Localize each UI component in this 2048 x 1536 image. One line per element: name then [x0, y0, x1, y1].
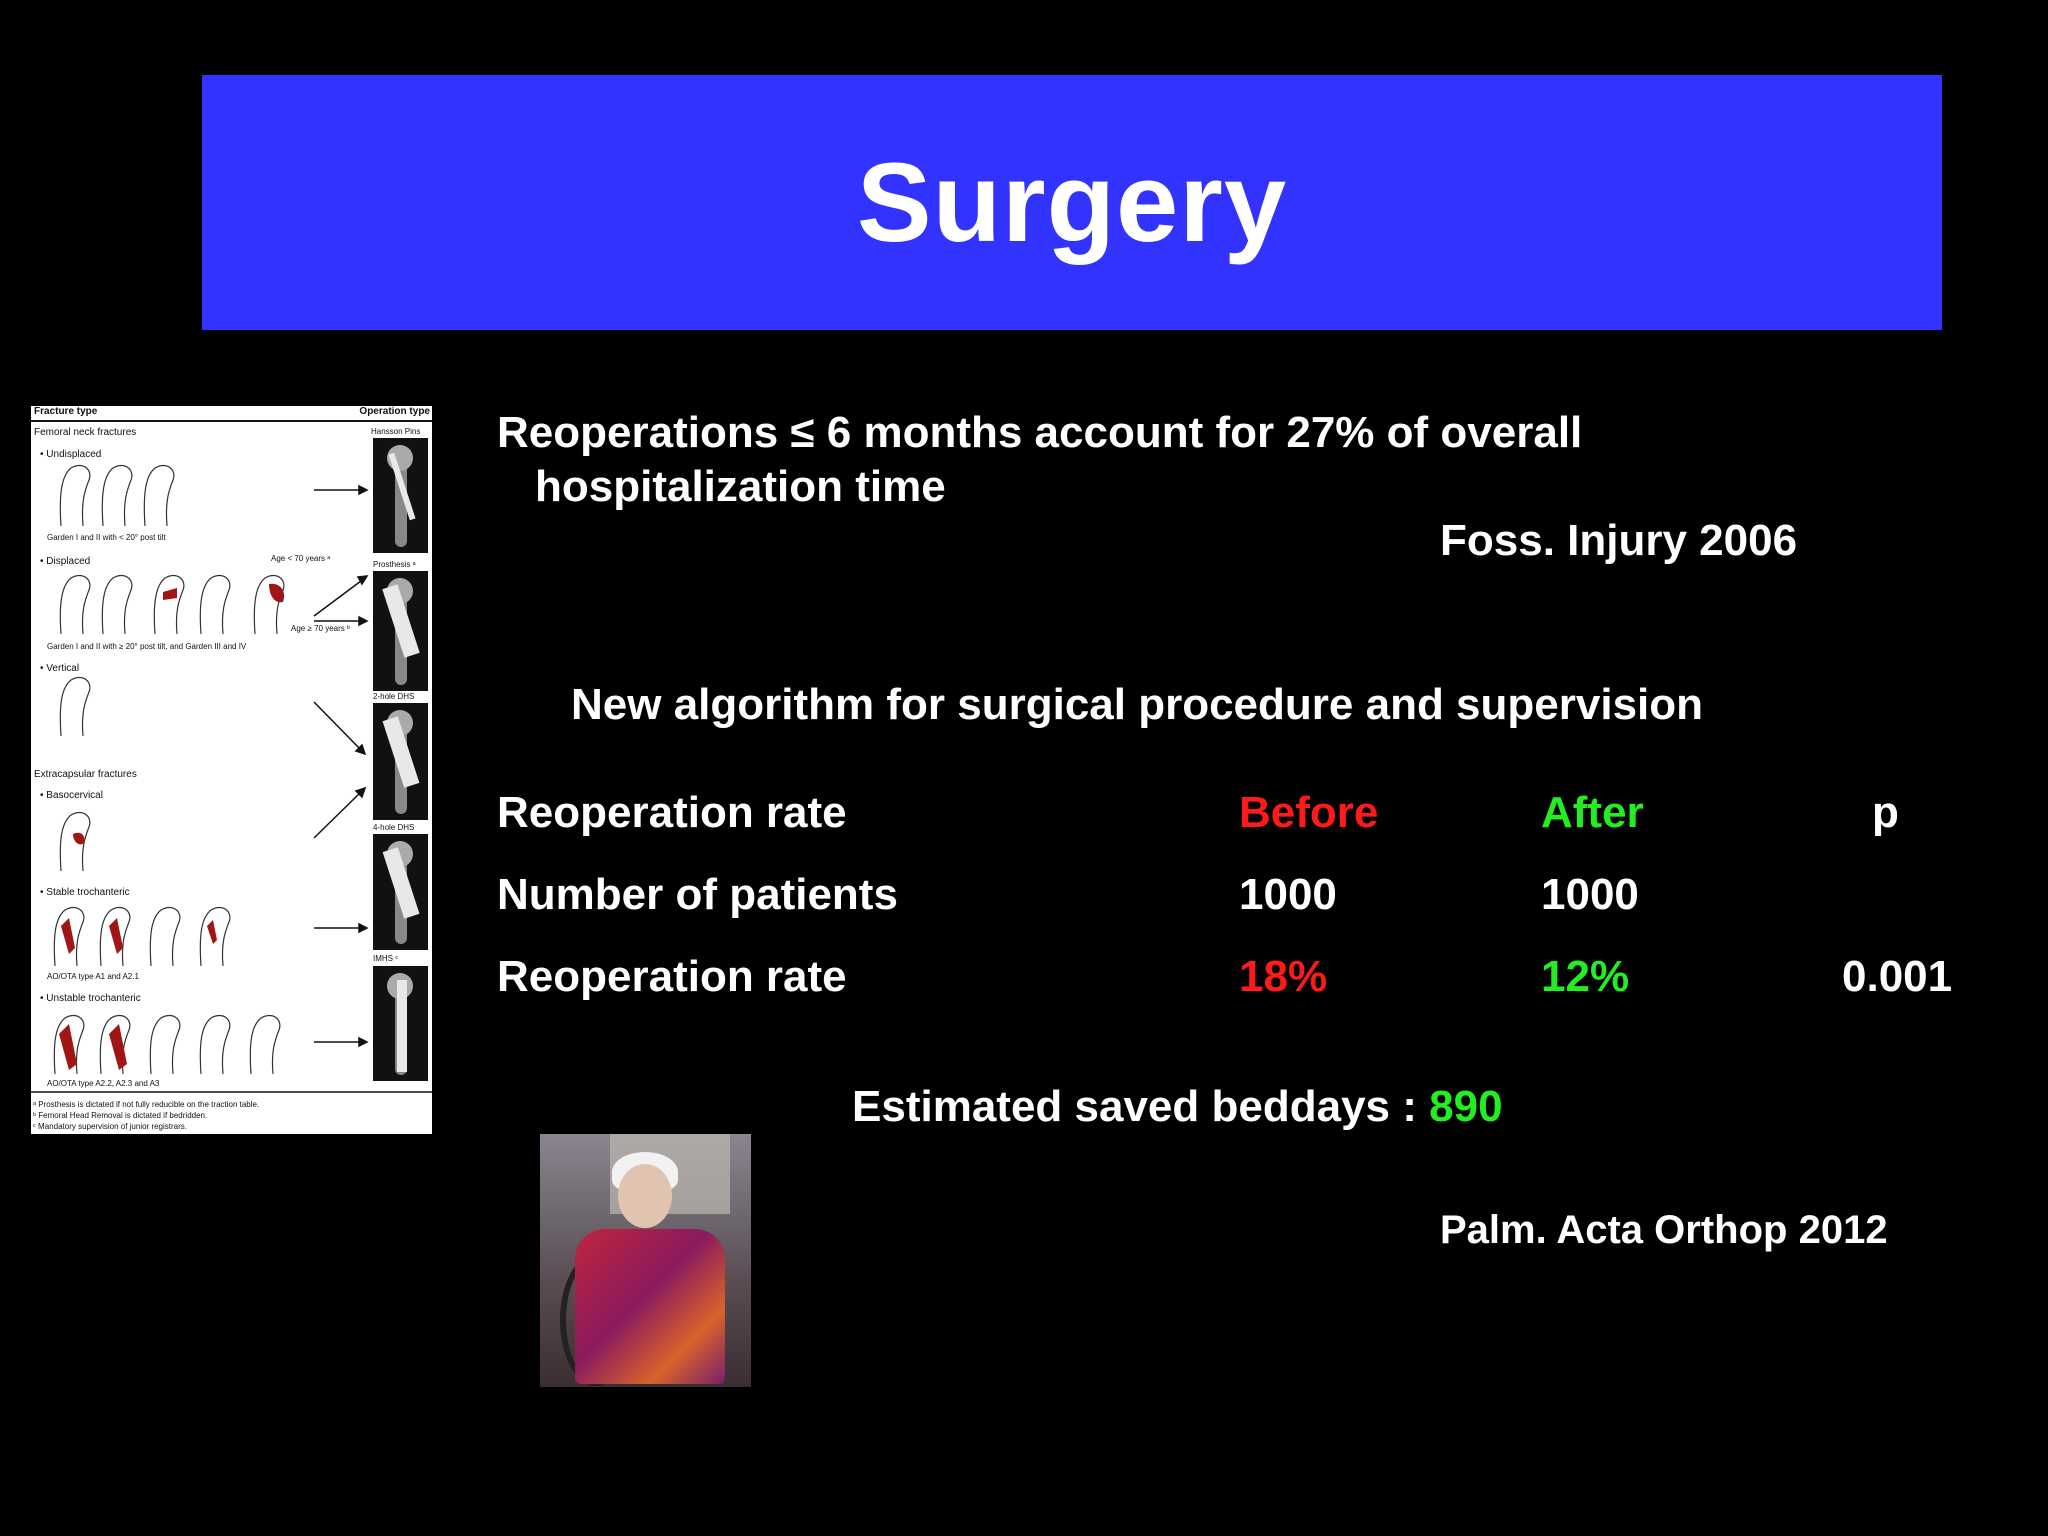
- figure-unstable: • Unstable trochanteric: [40, 993, 141, 1004]
- xray-hansson: [373, 438, 428, 553]
- table-row-patients-label: Number of patients: [497, 870, 898, 919]
- table-header-after: After: [1541, 788, 1644, 837]
- figure-undisplaced-note: Garden I and II with < 20° post tilt: [47, 533, 166, 542]
- table-row-patients-before: 1000: [1239, 870, 1337, 919]
- figure-op-hansson: Hansson Pins: [371, 427, 421, 436]
- saved-beddays-value: 890: [1429, 1082, 1503, 1131]
- table-header-before: Before: [1239, 788, 1379, 837]
- figure-footnote-a: ᵃ Prosthesis is dictated if not fully re…: [33, 1100, 260, 1109]
- xray-4hole-dhs: [373, 834, 428, 950]
- xray-prosthesis: [373, 571, 428, 691]
- fracture-algorithm-figure: Fracture type Operation type Femoral nec…: [31, 406, 432, 1134]
- figure-undisplaced: • Undisplaced: [40, 449, 102, 460]
- figure-op-4hole: 4-hole DHS: [373, 823, 415, 832]
- table-header-label: Reoperation rate: [497, 788, 847, 837]
- figure-displaced-note: Garden I and II with ≥ 20° post tilt, an…: [47, 642, 247, 651]
- citation1-line2: hospitalization time: [535, 462, 946, 511]
- figure-section-femoral-neck: Femoral neck fractures: [34, 427, 137, 438]
- figure-header-left: Fracture type: [34, 406, 98, 417]
- figure-stable-note: AO/OTA type A1 and A2.1: [47, 972, 139, 981]
- figure-header-right: Operation type: [359, 406, 430, 417]
- citation1-line1: Reoperations ≤ 6 months account for 27% …: [497, 408, 1583, 457]
- title-bar: Surgery: [202, 75, 1942, 330]
- figure-section-extracapsular: Extracapsular fractures: [34, 769, 137, 780]
- figure-op-prosthesis: Prosthesis ᵃ: [373, 560, 416, 569]
- citation2-source: Palm. Acta Orthop 2012: [1440, 1208, 1888, 1252]
- figure-sketches: [31, 464, 432, 1093]
- figure-basocervical: • Basocervical: [40, 790, 103, 801]
- figure-displaced: • Displaced: [40, 556, 91, 567]
- algorithm-heading: New algorithm for surgical procedure and…: [571, 680, 1704, 729]
- saved-beddays-label: Estimated saved beddays :: [852, 1082, 1417, 1131]
- figure-age-over: Age ≥ 70 years ᵇ: [291, 624, 350, 633]
- figure-age-under: Age < 70 years ᵃ: [271, 554, 331, 563]
- elderly-patient-photo: [540, 1134, 751, 1387]
- figure-header-rule: [31, 406, 432, 422]
- figure-stable: • Stable trochanteric: [40, 887, 130, 898]
- xray-2hole-dhs: [373, 703, 428, 820]
- slide-title: Surgery: [856, 140, 1288, 265]
- figure-unstable-note: AO/OTA type A2.2, A2.3 and A3: [47, 1079, 160, 1088]
- table-row-reoperation-p: 0.001: [1842, 952, 1953, 1001]
- table-row-reoperation-before: 18%: [1239, 952, 1328, 1001]
- figure-footnote-b: ᵇ Femoral Head Removal is dictated if be…: [33, 1111, 208, 1120]
- table-row-reoperation-label: Reoperation rate: [497, 952, 847, 1001]
- figure-op-imhs: IMHS ᶜ: [373, 954, 399, 963]
- citation1-source: Foss. Injury 2006: [1440, 516, 1798, 565]
- xray-imhs: [373, 966, 428, 1081]
- figure-op-2hole: 2-hole DHS: [373, 692, 415, 701]
- saved-beddays: Estimated saved beddays : 890: [852, 1082, 1503, 1132]
- table-row-patients-after: 1000: [1541, 870, 1639, 919]
- table-row-reoperation-after: 12%: [1541, 952, 1630, 1001]
- figure-vertical: • Vertical: [40, 663, 80, 674]
- figure-footnote-c: ᶜ Mandatory supervision of junior regist…: [33, 1122, 188, 1131]
- table-header-p: p: [1872, 788, 1899, 837]
